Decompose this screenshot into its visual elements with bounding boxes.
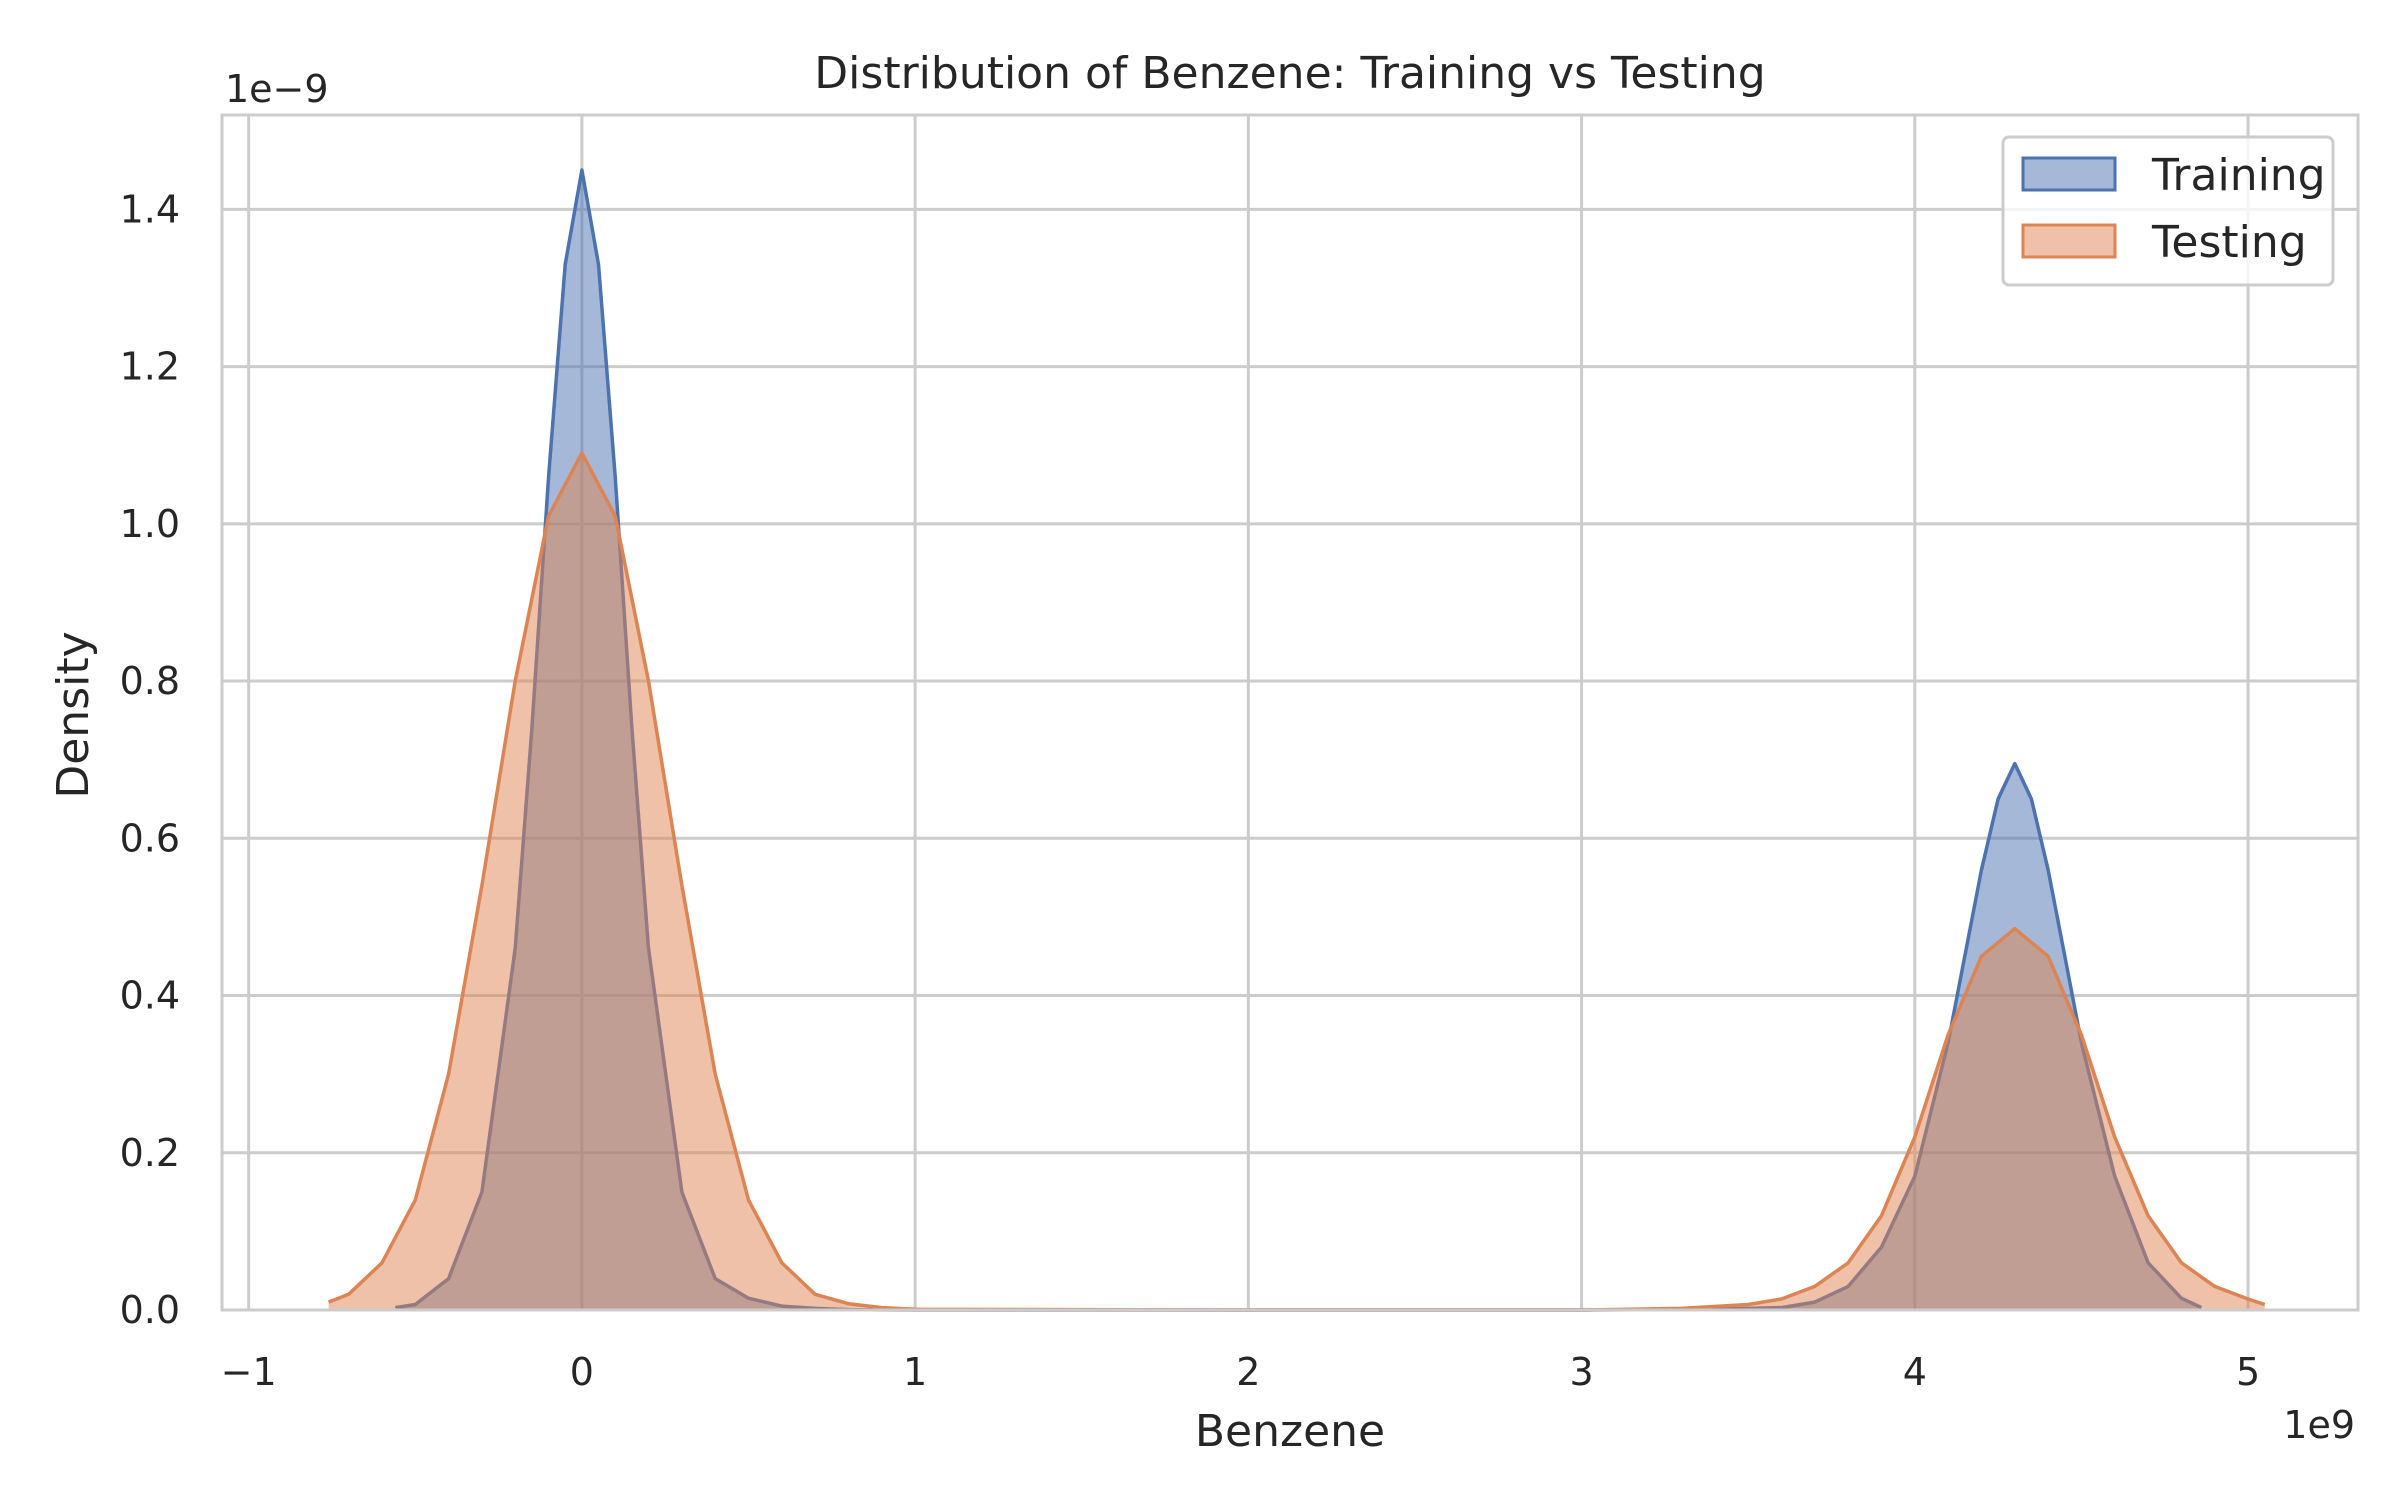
y-tick-label: 0.0 bbox=[120, 1288, 180, 1332]
chart-title: Distribution of Benzene: Training vs Tes… bbox=[814, 48, 1765, 99]
density-area-testing bbox=[328, 453, 2265, 1311]
y-offset-label: 1e−9 bbox=[225, 67, 329, 111]
plot-frame bbox=[220, 113, 2360, 1312]
y-axis-label: Density bbox=[48, 631, 99, 798]
x-tick-label: 1 bbox=[903, 1350, 927, 1394]
x-tick-label: 2 bbox=[1236, 1350, 1260, 1394]
y-tick-label: 1.0 bbox=[120, 502, 180, 546]
x-axis-ticks: −1 0 1 2 3 4 5 bbox=[221, 1350, 2260, 1394]
legend: Training Testing bbox=[2001, 135, 2335, 287]
density-series bbox=[327, 168, 2266, 1312]
legend-swatch-testing bbox=[2021, 223, 2117, 259]
x-offset-label: 1e9 bbox=[2283, 1403, 2355, 1447]
x-tick-label: 3 bbox=[1569, 1350, 1593, 1394]
y-axis-ticks: 0.0 0.2 0.4 0.6 0.8 1.0 1.2 1.4 bbox=[120, 187, 180, 1332]
x-tick-label: 5 bbox=[2236, 1350, 2260, 1394]
legend-label-testing: Testing bbox=[2151, 217, 2307, 268]
x-tick-label: −1 bbox=[221, 1350, 277, 1394]
x-tick-label: 0 bbox=[570, 1350, 594, 1394]
legend-swatch-training bbox=[2021, 156, 2117, 192]
y-tick-label: 1.2 bbox=[120, 345, 180, 389]
x-tick-label: 4 bbox=[1903, 1350, 1927, 1394]
x-axis-label: Benzene bbox=[1195, 1406, 1385, 1457]
y-tick-label: 0.2 bbox=[120, 1131, 180, 1175]
y-tick-label: 0.4 bbox=[120, 974, 180, 1018]
legend-label-training: Training bbox=[2151, 150, 2326, 201]
y-tick-label: 0.6 bbox=[120, 816, 180, 860]
y-tick-label: 0.8 bbox=[120, 659, 180, 703]
y-tick-label: 1.4 bbox=[120, 187, 180, 231]
